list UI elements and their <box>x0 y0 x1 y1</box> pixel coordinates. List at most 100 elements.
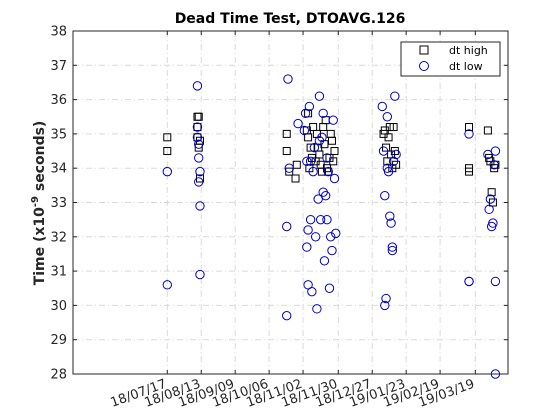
dt-high-point <box>382 143 391 152</box>
dt-low-point <box>293 118 303 129</box>
dt-low-point <box>382 112 393 122</box>
dt-high-point <box>330 147 339 156</box>
dt-high-point <box>163 147 172 156</box>
dt-low-point <box>380 300 390 311</box>
y-axis-label-suffix: seconds) <box>32 121 48 196</box>
dt-low-point <box>318 187 328 197</box>
dt-high-point <box>327 136 336 145</box>
dt-high-point <box>491 160 500 169</box>
dt-low-point <box>282 310 292 321</box>
dt-low-point <box>308 166 318 177</box>
dt-low-point <box>490 146 501 156</box>
dt-low-point <box>162 280 172 290</box>
dt-high-point <box>487 188 496 197</box>
data-markers <box>162 74 501 379</box>
y-tick-label: 32 <box>50 230 67 245</box>
legend-circle-marker-icon <box>419 61 429 71</box>
dt-low-point <box>324 283 335 293</box>
legend-label-dt-high: dt high <box>449 44 488 57</box>
dt-high-point <box>306 143 315 152</box>
y-tick-label: 36 <box>50 93 67 108</box>
dt-low-point <box>381 293 391 304</box>
dt-high-point <box>392 160 401 169</box>
dt-low-point <box>299 125 310 136</box>
dt-high-point <box>319 123 328 132</box>
y-tick-label: 34 <box>50 162 67 177</box>
dt-low-point <box>192 132 203 143</box>
dt-low-point <box>283 74 293 84</box>
dt-low-point <box>322 214 332 225</box>
y-tick-label: 29 <box>50 333 67 348</box>
y-tick-label: 37 <box>50 59 67 74</box>
dt-low-point <box>464 129 474 139</box>
dt-low-point <box>331 228 341 239</box>
dt-high-point <box>304 133 313 142</box>
dt-low-point <box>194 139 204 149</box>
dt-low-point <box>489 160 499 170</box>
dt-high-point <box>292 160 301 169</box>
dt-low-point <box>490 276 501 287</box>
dt-low-point <box>388 156 399 167</box>
y-tick-label: 31 <box>50 265 67 280</box>
dt-low-point <box>310 232 321 242</box>
y-tick-label: 28 <box>50 368 67 383</box>
y-axis-label-prefix: Time (x10 <box>32 207 48 285</box>
dt-low-point <box>386 218 396 228</box>
dt-low-point <box>194 153 204 163</box>
legend-box <box>400 41 501 77</box>
dt-low-point <box>377 101 387 112</box>
y-axis-label: Time (x10-9 seconds) <box>30 121 48 286</box>
dt-low-point <box>321 190 331 201</box>
dt-high-point <box>488 198 497 207</box>
dt-low-point <box>315 214 326 225</box>
dt-low-point <box>307 286 317 297</box>
dt-low-point <box>302 156 312 167</box>
dt-low-point <box>195 269 205 280</box>
dt-low-point <box>328 115 338 125</box>
dt-low-point <box>378 146 389 156</box>
dt-low-point <box>383 166 394 177</box>
dt-low-point <box>317 132 327 143</box>
dt-high-point <box>324 167 333 176</box>
dt-low-point <box>304 101 315 112</box>
dt-low-point <box>322 153 332 163</box>
dt-low-point <box>192 122 203 132</box>
dt-low-point <box>387 242 398 252</box>
dt-high-point <box>384 133 393 142</box>
dt-low-point <box>318 108 328 119</box>
dt-high-point <box>163 133 172 142</box>
y-axis-label-exponent: -9 <box>30 196 41 207</box>
dt-high-point <box>285 167 294 176</box>
dt-low-point <box>387 245 398 256</box>
dt-high-point <box>282 147 291 156</box>
dt-low-point <box>385 211 395 221</box>
dt-high-point <box>315 150 324 159</box>
dt-low-point <box>323 166 333 177</box>
dt-low-point <box>314 136 325 146</box>
dt-low-point <box>309 142 320 153</box>
dt-low-point <box>464 276 474 287</box>
dt-low-point <box>484 204 494 215</box>
dt-low-point <box>319 256 330 266</box>
dt-high-point <box>194 112 203 121</box>
dt-low-point <box>391 149 401 160</box>
dt-low-point <box>195 166 205 177</box>
dt-low-point <box>305 214 316 225</box>
dt-low-point <box>485 194 496 204</box>
chart-title: Dead Time Test, DTOAVG.126 <box>175 11 406 27</box>
dt-low-point <box>195 201 205 211</box>
legend-label-dt-low: dt low <box>449 60 483 73</box>
y-tick-label: 35 <box>50 127 67 142</box>
dt-low-point <box>329 173 340 184</box>
dt-low-point <box>302 242 312 252</box>
dt-low-point <box>483 149 493 160</box>
dt-low-point <box>314 91 325 101</box>
dt-low-point <box>192 81 203 91</box>
dt-low-point <box>305 156 316 167</box>
dt-low-point <box>326 232 336 242</box>
dt-high-point <box>291 174 300 183</box>
dt-high-point <box>483 126 492 135</box>
dt-low-point <box>313 194 323 204</box>
dt-low-point <box>303 225 313 235</box>
